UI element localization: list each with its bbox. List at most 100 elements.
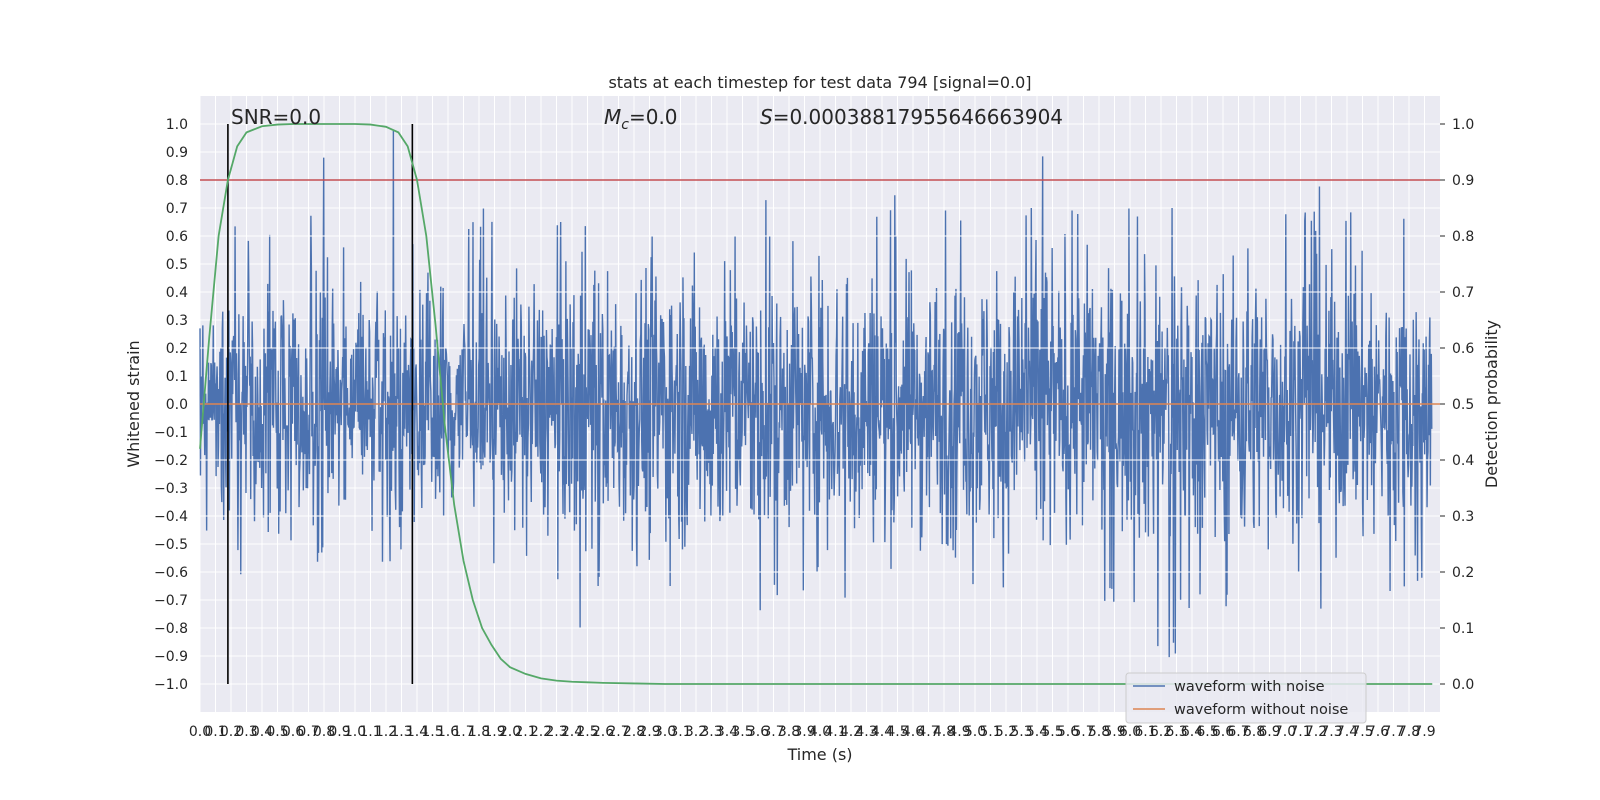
x-tick-label: 4.7 (917, 724, 939, 740)
legend: waveform with noise waveform without noi… (1125, 672, 1367, 724)
x-tick-label: 2.6 (592, 724, 614, 740)
x-tick-label: 5.6 (1057, 724, 1079, 740)
x-tick-label: 5.7 (1072, 724, 1094, 740)
x-tick-label: 4.8 (933, 724, 955, 740)
x-tick-label: 4.5 (886, 724, 908, 740)
s-value: =0.00038817955646663904 (773, 105, 1063, 129)
x-tick-label: 6.3 (1165, 724, 1187, 740)
x-tick-label: 6.2 (1150, 724, 1172, 740)
x-tick-label: 0.4 (251, 724, 273, 740)
s-annotation: S=0.00038817955646663904 (760, 105, 1063, 129)
y-tick-label-left: 0.5 (166, 257, 188, 273)
x-tick-label: 6.7 (1227, 724, 1249, 740)
x-tick-label: 4.2 (840, 724, 862, 740)
x-tick-label: 4.0 (809, 724, 831, 740)
chart-title: stats at each timestep for test data 794… (608, 73, 1031, 92)
x-tick-label: 4.1 (824, 724, 846, 740)
x-tick-label: 4.3 (855, 724, 877, 740)
mc-annotation: Mc=0.0 (604, 105, 678, 133)
y-tick-label-right: 0.4 (1452, 453, 1474, 469)
y-tick-label-left: −0.3 (154, 481, 188, 497)
x-tick-label: 0.6 (282, 724, 304, 740)
y-tick-label-left: −0.4 (154, 509, 188, 525)
x-tick-label: 7.7 (1382, 724, 1404, 740)
waveform-with-noise-line (199, 130, 1433, 658)
x-tick-label: 3.1 (669, 724, 691, 740)
x-tick-label: 5.0 (964, 724, 986, 740)
x-tick-label: 0.1 (204, 724, 226, 740)
x-tick-label: 1.8 (468, 724, 490, 740)
x-tick-label: 0.9 (328, 724, 350, 740)
x-tick-label: 7.8 (1398, 724, 1420, 740)
y-tick-label-left: 0.8 (166, 173, 188, 189)
y-tick-label-right: 0.3 (1452, 509, 1474, 525)
x-tick-label: 1.0 (344, 724, 366, 740)
x-tick-label: 5.1 (979, 724, 1001, 740)
legend-label-noise: waveform with noise (1174, 679, 1325, 695)
y-tick-label-left: −0.6 (154, 565, 188, 581)
x-tick-label: 7.6 (1367, 724, 1389, 740)
y-tick-label-right: 0.7 (1452, 285, 1474, 301)
x-tick-label: 5.3 (1010, 724, 1032, 740)
y-ticks-right: 0.0 0.1 0.2 0.3 0.4 0.5 0.6 0.7 0.8 0.9 1.0 (1440, 117, 1474, 693)
x-tick-label: 4.4 (871, 724, 893, 740)
x-tick-label: 2.3 (545, 724, 567, 740)
x-tick-label: 1.1 (359, 724, 381, 740)
y-tick-label-left: 0.3 (166, 313, 188, 329)
x-tick-label: 6.1 (1134, 724, 1156, 740)
x-tick-label: 3.7 (762, 724, 784, 740)
y-tick-label-left: −0.5 (154, 537, 188, 553)
x-tick-label: 1.3 (390, 724, 412, 740)
x-axis-label: Time (s) (786, 745, 852, 764)
x-tick-label: 0.8 (313, 724, 335, 740)
mc-symbol: M (604, 105, 621, 129)
x-tick-label: 0.3 (235, 724, 257, 740)
x-tick-label: 3.3 (700, 724, 722, 740)
y-axis-label-right: Detection probability (1482, 320, 1501, 488)
x-tick-label: 7.4 (1336, 724, 1358, 740)
y-tick-label-left: −0.9 (154, 649, 188, 665)
y-axis-label-left: Whitened strain (124, 340, 143, 467)
x-tick-label: 5.8 (1088, 724, 1110, 740)
x-tick-label: 7.3 (1320, 724, 1342, 740)
y-tick-label-left: −0.2 (154, 453, 188, 469)
x-ticks: 0.00.10.20.30.40.50.60.70.80.91.01.11.21… (189, 724, 1436, 740)
y-tick-label-left: 0.7 (166, 201, 188, 217)
detection-probability-line (199, 123, 1433, 685)
x-tick-label: 2.4 (561, 724, 583, 740)
x-tick-label: 6.5 (1196, 724, 1218, 740)
y-tick-label-right: 0.2 (1452, 565, 1474, 581)
x-tick-label: 0.5 (266, 724, 288, 740)
x-tick-label: 6.6 (1212, 724, 1234, 740)
y-tick-label-left: 0.6 (166, 229, 188, 245)
x-tick-label: 1.5 (421, 724, 443, 740)
x-tick-label: 7.0 (1274, 724, 1296, 740)
y-tick-label-right: 0.6 (1452, 341, 1474, 357)
x-tick-label: 3.6 (747, 724, 769, 740)
legend-label-clean: waveform without noise (1174, 702, 1348, 718)
x-tick-label: 1.7 (452, 724, 474, 740)
x-tick-label: 7.2 (1305, 724, 1327, 740)
x-tick-label: 0.2 (220, 724, 242, 740)
y-tick-label-left: 0.1 (166, 369, 188, 385)
noise-series (199, 130, 1433, 658)
y-tick-label-left: 0.0 (166, 397, 188, 413)
y-tick-label-right: 0.0 (1452, 677, 1474, 693)
y-ticks-left: −1.0 −0.9 −0.8 −0.7 −0.6 −0.5 −0.4 −0.3 −0.2 −0.1… (154, 117, 188, 693)
s-symbol: S (760, 105, 773, 129)
x-tick-label: 2.5 (576, 724, 598, 740)
x-tick-label: 7.1 (1289, 724, 1311, 740)
y-tick-label-right: 1.0 (1452, 117, 1474, 133)
x-tick-label: 1.6 (437, 724, 459, 740)
y-tick-label-left: 1.0 (166, 117, 188, 133)
x-tick-label: 5.5 (1041, 724, 1063, 740)
y-tick-label-left: −1.0 (154, 677, 188, 693)
line-series (199, 123, 1440, 685)
x-tick-label: 3.8 (778, 724, 800, 740)
legend-box (1125, 672, 1367, 724)
x-tick-label: 7.9 (1413, 724, 1435, 740)
x-tick-label: 5.9 (1103, 724, 1125, 740)
mc-subscript: c (621, 117, 629, 133)
x-tick-label: 4.9 (948, 724, 970, 740)
x-tick-label: 3.4 (716, 724, 738, 740)
